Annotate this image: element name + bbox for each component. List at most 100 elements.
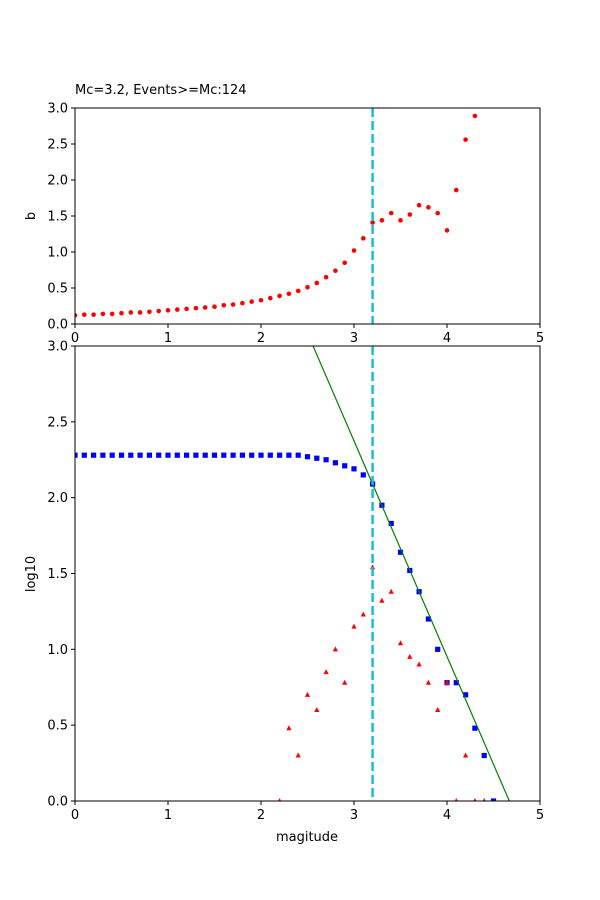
top-b-point: [268, 295, 273, 301]
bottom-x-tick-label: 2: [257, 808, 265, 823]
top-b-point: [379, 218, 385, 223]
top-b-point: [398, 218, 403, 223]
top-b-point: [109, 311, 115, 317]
bottom-panel: log10 magitude 0 1 2 3 4 5 0.0 0.5 1.0 1.5 2.0 2.5 3…: [24, 340, 544, 846]
top-y-tick-label: 1.5: [47, 210, 68, 225]
top-b-point: [82, 312, 87, 317]
bottom-cumulative-point: [314, 455, 320, 461]
bottom-noncumulative-point: [379, 597, 385, 603]
bottom-y-axis-label: log10: [24, 556, 39, 592]
top-b-point: [128, 310, 134, 315]
bottom-noncumulative-point: [416, 661, 422, 667]
bottom-cumulative-point: [128, 452, 134, 458]
top-b-point: [305, 284, 310, 290]
bottom-cumulative-point: [239, 452, 245, 458]
bottom-cumulative-point: [435, 646, 441, 652]
bottom-y-tick-label: 0.0: [47, 795, 68, 810]
top-b-point: [249, 299, 254, 304]
bottom-cumulative-point: [221, 452, 227, 458]
top-x-tick-label: 4: [443, 331, 451, 346]
bottom-cumulative-point: [211, 452, 218, 458]
top-x-tick-label: 1: [164, 331, 172, 346]
top-y-tick-label: 2.5: [47, 138, 68, 153]
top-y-tick-label: 2.0: [47, 174, 68, 189]
bottom-x-tick-label: 4: [443, 808, 451, 823]
top-b-point: [472, 113, 478, 119]
top-y-tick-label: 0.5: [47, 282, 68, 297]
top-b-point: [351, 248, 357, 253]
bottom-cumulative-point: [481, 752, 487, 759]
bottom-cumulative-point: [184, 452, 190, 458]
bottom-y-tick-label: 2.5: [47, 415, 68, 430]
bottom-noncumulative-point: [463, 752, 469, 758]
top-b-point: [286, 291, 292, 297]
top-plot-area: [75, 113, 478, 318]
bottom-cumulative-point: [165, 452, 171, 458]
bottom-cumulative-point: [202, 452, 208, 458]
bottom-axes-frame: [74, 345, 541, 802]
bottom-cumulative-point: [267, 452, 273, 458]
bottom-cumulative-point: [490, 798, 497, 801]
top-b-point: [463, 137, 468, 142]
bottom-noncumulative-point: [295, 752, 301, 758]
bottom-noncumulative-point: [397, 640, 404, 646]
bottom-cumulative-point: [472, 725, 478, 731]
bottom-cumulative-point: [91, 452, 97, 458]
top-b-point: [407, 212, 413, 217]
top-y-tick-label: 3.0: [47, 102, 68, 117]
bottom-noncumulative-point: [351, 623, 357, 629]
top-x-tick-label: 2: [257, 331, 265, 346]
bottom-cumulative-point: [360, 472, 366, 478]
top-b-point: [240, 300, 245, 306]
top-b-point: [444, 228, 450, 233]
bottom-x-tick-label: 3: [350, 808, 358, 823]
bottom-cumulative-point: [277, 452, 283, 458]
top-b-point: [147, 309, 152, 315]
top-b-point: [119, 310, 124, 316]
top-b-point: [230, 302, 236, 307]
bottom-cumulative-point: [463, 692, 469, 698]
top-b-point: [193, 305, 199, 311]
bottom-cumulative-point: [304, 454, 311, 460]
bottom-plot-area: [75, 346, 510, 801]
bottom-cumulative-point: [174, 452, 180, 458]
bottom-cumulative-point: [453, 680, 459, 686]
bottom-cumulative-point: [295, 452, 301, 458]
bottom-noncumulative-point: [342, 679, 348, 685]
top-b-point: [175, 307, 180, 312]
bottom-x-axis-label: magitude: [276, 830, 338, 845]
bottom-cumulative-point: [351, 466, 357, 472]
top-panel: b 0 1 2 3 4 5 0.0 0.5 1.0 1.5 2.0 2.5 3.0: [24, 102, 544, 347]
top-x-tick-label: 0: [71, 331, 79, 346]
top-b-point: [75, 313, 78, 318]
top-x-tick-label: 3: [350, 331, 358, 346]
bottom-x-tick-label: 5: [536, 808, 544, 823]
bottom-noncumulative-point: [360, 611, 366, 617]
top-b-point: [370, 220, 375, 225]
top-b-point: [165, 308, 171, 313]
bottom-cumulative-point: [258, 452, 264, 458]
bottom-cumulative-point: [193, 452, 199, 458]
top-b-point: [221, 302, 227, 308]
top-b-point: [426, 205, 431, 210]
bottom-noncumulative-point: [425, 679, 431, 685]
top-b-point: [100, 311, 106, 317]
bottom-noncumulative-point: [454, 798, 458, 801]
top-b-point: [295, 288, 301, 294]
bottom-noncumulative-point: [278, 798, 282, 801]
bottom-noncumulative-point: [332, 646, 338, 652]
top-y-axis-label: b: [24, 212, 39, 220]
top-b-point: [212, 304, 217, 310]
bottom-y-tick-label: 1.5: [47, 567, 68, 582]
bottom-noncumulative-point: [407, 653, 413, 659]
top-b-point: [361, 236, 366, 241]
bottom-cumulative-point: [323, 457, 329, 463]
bottom-x-tick-label: 0: [71, 808, 79, 823]
bottom-cumulative-point: [118, 452, 125, 458]
bottom-noncumulative-point: [286, 725, 292, 731]
bottom-fit-line: [312, 346, 510, 801]
bottom-cumulative-point: [425, 616, 431, 622]
top-b-point: [342, 260, 348, 266]
top-b-point: [156, 308, 161, 314]
top-b-point: [435, 210, 441, 216]
